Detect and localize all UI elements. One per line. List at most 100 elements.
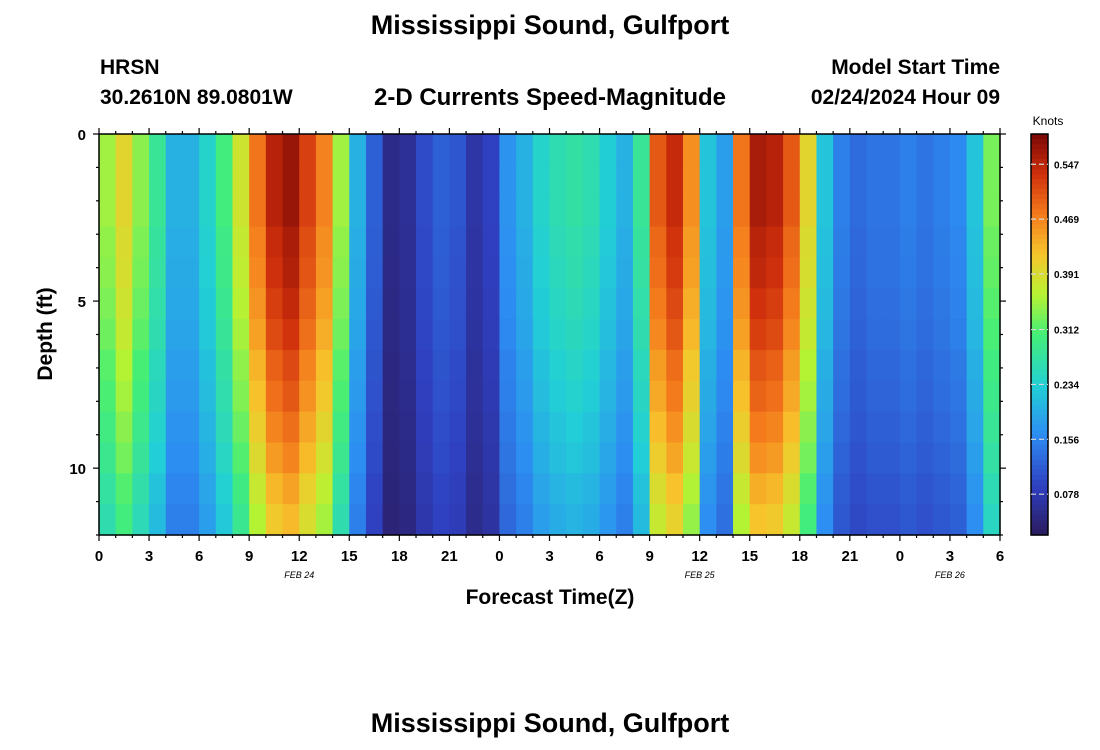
- date-label: FEB 24: [284, 570, 314, 580]
- heatmap-cell: [632, 195, 651, 228]
- heatmap-cell: [582, 319, 601, 351]
- date-label: FEB 26: [935, 570, 965, 580]
- heatmap-cell: [883, 442, 901, 474]
- heatmap-cell: [649, 349, 667, 382]
- colorbar-segment: [1031, 329, 1048, 336]
- heatmap-cell: [766, 411, 784, 444]
- heatmap-cell: [916, 380, 934, 413]
- heatmap-cell: [482, 134, 501, 166]
- heatmap-cell: [682, 411, 701, 444]
- heatmap-cell: [365, 134, 384, 166]
- heatmap-cell: [866, 226, 884, 258]
- heatmap-cell: [449, 473, 467, 505]
- heatmap-cell: [349, 411, 367, 444]
- x-tick-label: 15: [741, 548, 758, 565]
- heatmap-cell: [632, 504, 651, 536]
- heatmap-cell: [499, 442, 517, 474]
- heatmap-cell: [249, 411, 267, 444]
- colorbar-segment: [1031, 204, 1048, 210]
- colorbar-segment: [1031, 184, 1048, 190]
- x-tick-label: 18: [391, 548, 408, 565]
- colorbar-segment: [1031, 404, 1048, 411]
- heatmap-cell: [833, 442, 851, 474]
- heatmap-cell: [332, 195, 350, 228]
- heatmap-cell: [432, 134, 450, 166]
- colorbar-segment: [1031, 494, 1048, 501]
- heatmap-cell: [682, 380, 701, 413]
- heatmap-cell: [232, 319, 250, 351]
- colorbar-segment: [1031, 364, 1048, 371]
- heatmap-cell: [599, 164, 617, 197]
- heatmap-cell: [449, 380, 467, 413]
- heatmap-cell: [582, 288, 601, 320]
- x-tick-label: 3: [145, 548, 153, 565]
- heatmap-cell: [165, 195, 184, 228]
- heatmap-cell: [349, 257, 367, 289]
- heatmap-cell: [799, 473, 818, 505]
- heatmap-cell: [449, 164, 467, 197]
- heatmap-cell: [883, 473, 901, 505]
- colorbar-segment: [1031, 244, 1048, 250]
- heatmap-cell: [449, 349, 467, 382]
- heatmap-cell: [699, 226, 717, 258]
- heatmap-cell: [165, 473, 184, 505]
- heatmap-cell: [582, 411, 601, 444]
- heatmap-cell: [983, 411, 1001, 444]
- heatmap-cell: [632, 411, 651, 444]
- heatmap-cell: [332, 288, 350, 320]
- heatmap-cell: [482, 288, 501, 320]
- heatmap-cell: [983, 164, 1001, 197]
- heatmap-cell: [516, 504, 534, 536]
- heatmap-cell: [699, 504, 717, 536]
- colorbar-segment: [1031, 239, 1048, 245]
- heatmap-cell: [365, 257, 384, 289]
- heatmap-cell: [616, 257, 634, 289]
- heatmap-cell: [99, 504, 117, 536]
- heatmap-cell: [249, 349, 267, 382]
- heatmap-cell: [416, 257, 434, 289]
- colorbar-segment: [1031, 234, 1048, 240]
- heatmap-cell: [115, 504, 133, 536]
- colorbar-segment: [1031, 134, 1048, 140]
- heatmap-cell: [466, 257, 484, 289]
- heatmap-cell: [499, 257, 517, 289]
- heatmap-cell: [883, 288, 901, 320]
- heatmap-cell: [449, 442, 467, 474]
- heatmap-cell: [132, 257, 150, 289]
- heatmap-cell: [599, 473, 617, 505]
- heatmap-cell: [349, 504, 367, 536]
- heatmap-cell: [132, 134, 150, 166]
- heatmap-cell: [649, 442, 667, 474]
- heatmap-cell: [332, 411, 350, 444]
- heatmap-cell: [199, 504, 217, 536]
- heatmap-cell: [983, 257, 1001, 289]
- heatmap-cell: [849, 164, 868, 197]
- y-axis: 0 5 10: [69, 127, 1006, 536]
- colorbar-segment: [1031, 449, 1048, 456]
- heatmap-cell: [149, 288, 167, 320]
- heatmap-cell: [966, 226, 984, 258]
- footer-title: Mississippi Sound, Gulfport: [370, 708, 730, 738]
- heatmap-cell: [332, 442, 350, 474]
- colorbar-segment: [1031, 304, 1048, 311]
- heatmap-cell: [966, 473, 984, 505]
- heatmap-cell: [716, 319, 734, 351]
- heatmap-cell: [766, 442, 784, 474]
- heatmap-cell: [783, 349, 801, 382]
- heatmap-cell: [516, 380, 534, 413]
- heatmap-cell: [399, 257, 417, 289]
- heatmap-cell: [99, 134, 117, 166]
- heatmap-cell: [115, 195, 133, 228]
- heatmap-cell: [949, 226, 968, 258]
- heatmap-cell: [816, 411, 834, 444]
- heatmap-cell: [399, 226, 417, 258]
- colorbar-tick-label: 0.156: [1054, 435, 1079, 446]
- heatmap-cell: [783, 319, 801, 351]
- heatmap-cell: [799, 411, 818, 444]
- heatmap-cell: [783, 226, 801, 258]
- heatmap-cell: [733, 257, 751, 289]
- heatmap-cell: [599, 288, 617, 320]
- heatmap-cell: [632, 257, 651, 289]
- heatmap-cell: [282, 257, 300, 289]
- heatmap-cell: [783, 257, 801, 289]
